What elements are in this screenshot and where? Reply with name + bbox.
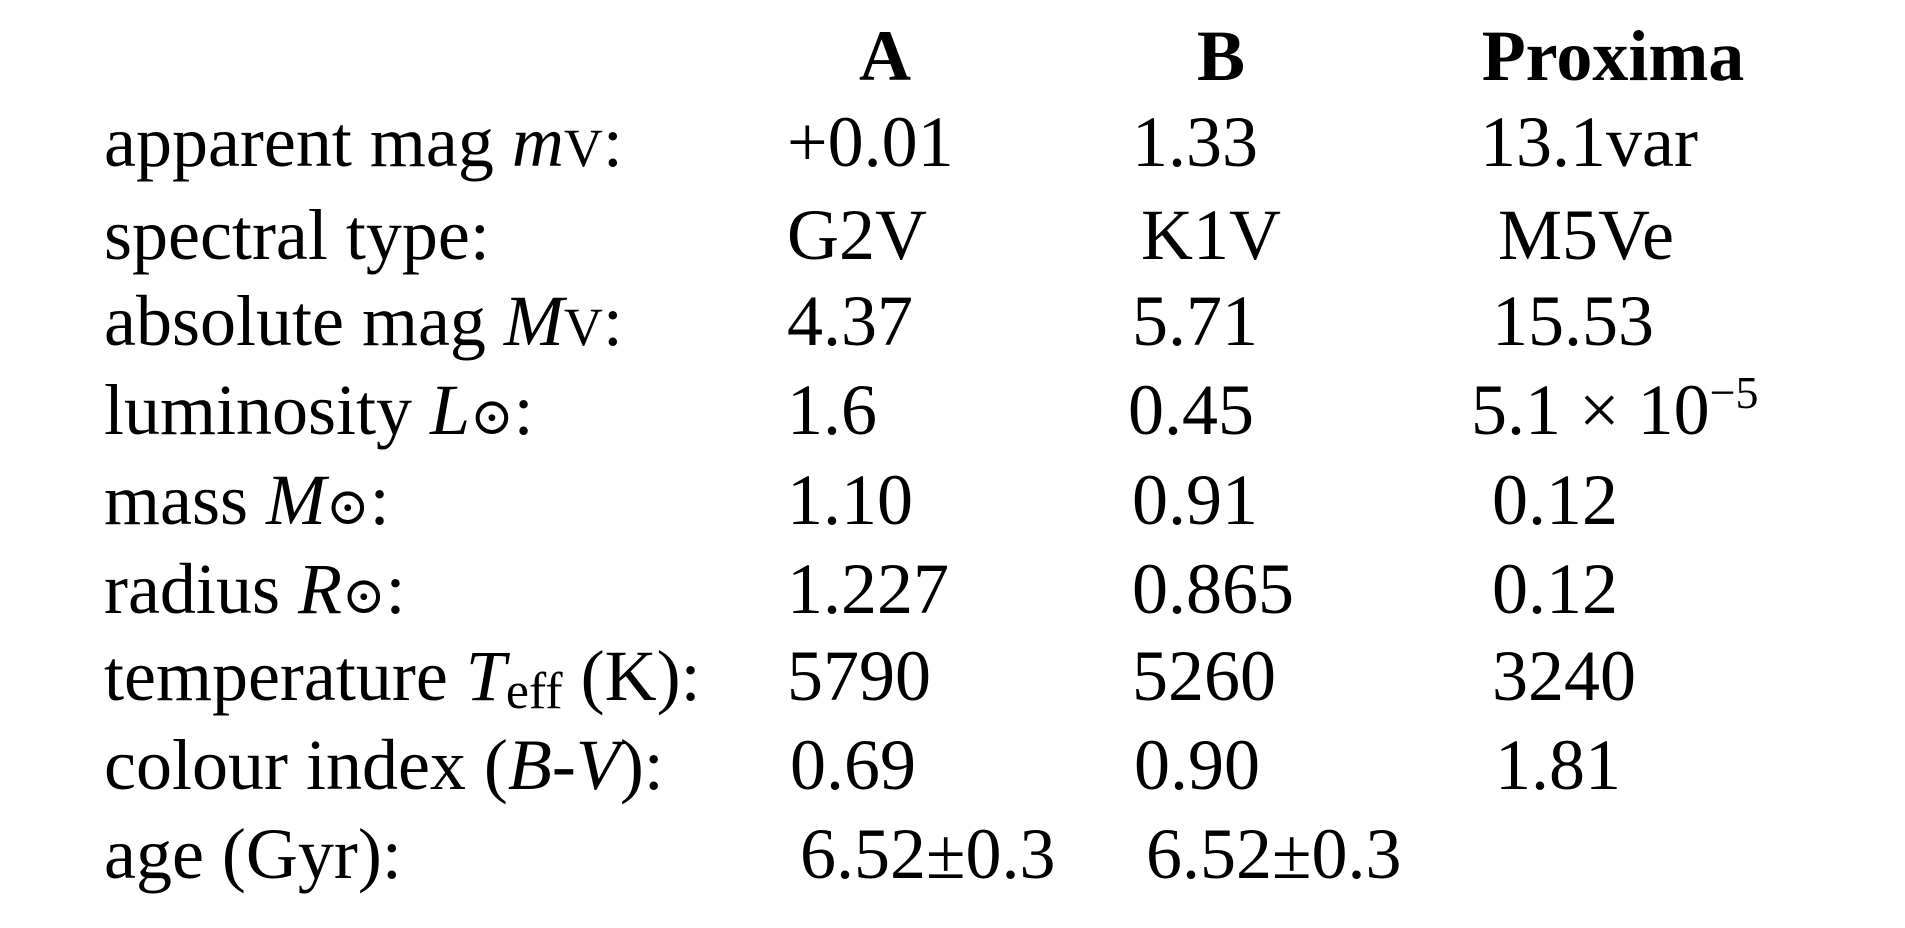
label-part: apparent mag <box>104 102 512 182</box>
cell-value: 15.53 <box>1492 281 1654 361</box>
value-part: 1.10 <box>787 460 913 540</box>
value-part: 5790 <box>787 636 931 716</box>
cell-value: 0.69 <box>790 725 916 805</box>
label-part: M <box>265 460 330 540</box>
label-part: M <box>503 281 568 361</box>
cell-value: 6.52±0.3 <box>800 814 1056 894</box>
value-part: 13.1var <box>1480 102 1698 182</box>
value-part: 0.12 <box>1492 460 1618 540</box>
label-part: V <box>576 725 627 805</box>
value-part: 1.33 <box>1132 102 1258 182</box>
label-part: mass <box>104 460 266 540</box>
value-part: 1.227 <box>787 549 949 629</box>
cell-value: +0.01 <box>787 102 954 182</box>
row-label: colour index (B-V): <box>104 725 664 805</box>
value-part: K1V <box>1141 195 1281 275</box>
value-part: 6.52±0.3 <box>1146 814 1402 894</box>
value-part: +0.01 <box>787 102 954 182</box>
value-part: 1.6 <box>787 370 877 450</box>
cell-value: 1.227 <box>787 549 949 629</box>
cell-value: 6.52±0.3 <box>1146 814 1402 894</box>
label-part: B <box>508 725 552 805</box>
value-part: 0.865 <box>1132 549 1294 629</box>
label-part: (K): <box>563 636 701 716</box>
value-part: 3240 <box>1492 636 1636 716</box>
row-label: absolute mag MV: <box>104 281 623 361</box>
label-part: R <box>297 549 342 629</box>
label-part: absolute mag <box>104 281 504 361</box>
label-part: : <box>514 370 534 450</box>
value-part: 6.52±0.3 <box>800 814 1056 894</box>
value-part: 0.91 <box>1132 460 1258 540</box>
cell-value: M5Ve <box>1498 195 1674 275</box>
cell-value: 1.6 <box>787 370 877 450</box>
cell-value: 0.90 <box>1134 725 1260 805</box>
label-part: V <box>564 118 603 178</box>
value-part: 0.45 <box>1128 370 1254 450</box>
label-part: ⊙ <box>470 389 514 446</box>
value-part: M5Ve <box>1498 195 1674 275</box>
cell-value: 1.33 <box>1132 102 1258 182</box>
label-part: : <box>603 102 623 182</box>
value-part: 4.37 <box>787 281 913 361</box>
label-part: L <box>429 370 470 450</box>
label-part: ⊙ <box>342 568 386 625</box>
row-label: apparent mag mV: <box>104 102 623 182</box>
cell-value: 1.81 <box>1495 725 1621 805</box>
label-part: V <box>564 297 603 357</box>
cell-value: 0.45 <box>1128 370 1254 450</box>
column-header: A <box>859 16 911 96</box>
cell-value: 0.12 <box>1492 549 1618 629</box>
value-part: 0.69 <box>790 725 916 805</box>
label-part: m <box>512 102 564 182</box>
row-label: spectral type: <box>104 195 490 275</box>
value-part: 1.81 <box>1495 725 1621 805</box>
label-part: colour index ( <box>104 725 508 805</box>
label-part: age (Gyr): <box>104 814 402 894</box>
cell-value: 13.1var <box>1480 102 1698 182</box>
value-part: 15.53 <box>1492 281 1654 361</box>
column-header: Proxima <box>1482 16 1745 96</box>
label-part: eff <box>506 663 563 720</box>
value-part: 0.12 <box>1492 549 1618 629</box>
row-label: mass M⊙: <box>104 460 390 540</box>
label-part: T <box>466 636 511 716</box>
column-header: B <box>1197 16 1245 96</box>
cell-value: 0.865 <box>1132 549 1294 629</box>
value-part: 5260 <box>1132 636 1276 716</box>
cell-value: 5790 <box>787 636 931 716</box>
label-part: spectral type: <box>104 195 490 275</box>
label-part: ⊙ <box>326 479 370 536</box>
label-part: : <box>370 460 390 540</box>
row-label: luminosity L⊙: <box>104 370 534 450</box>
cell-value: K1V <box>1141 195 1281 275</box>
row-label: radius R⊙: <box>104 549 406 629</box>
value-part: 5.71 <box>1132 281 1258 361</box>
cell-value: 0.12 <box>1492 460 1618 540</box>
value-part: 5.1 × 10 <box>1471 370 1710 450</box>
label-part: radius <box>104 549 298 629</box>
value-part: G2V <box>787 195 927 275</box>
cell-value: 4.37 <box>787 281 913 361</box>
cell-value: 5.1 × 10−5 <box>1471 367 1759 450</box>
value-part: −5 <box>1710 367 1759 418</box>
cell-value: 5.71 <box>1132 281 1258 361</box>
row-label: age (Gyr): <box>104 814 402 894</box>
label-part: temperature <box>104 636 466 716</box>
cell-value: G2V <box>787 195 927 275</box>
value-part: 0.90 <box>1134 725 1260 805</box>
label-part: : <box>386 549 406 629</box>
label-part: luminosity <box>104 370 430 450</box>
label-part: ): <box>620 725 664 805</box>
row-label: temperature Teff (K): <box>104 636 701 720</box>
cell-value: 5260 <box>1132 636 1276 716</box>
cell-value: 0.91 <box>1132 460 1258 540</box>
cell-value: 1.10 <box>787 460 913 540</box>
label-part: - <box>552 725 576 805</box>
cell-value: 3240 <box>1492 636 1636 716</box>
label-part: : <box>603 281 623 361</box>
